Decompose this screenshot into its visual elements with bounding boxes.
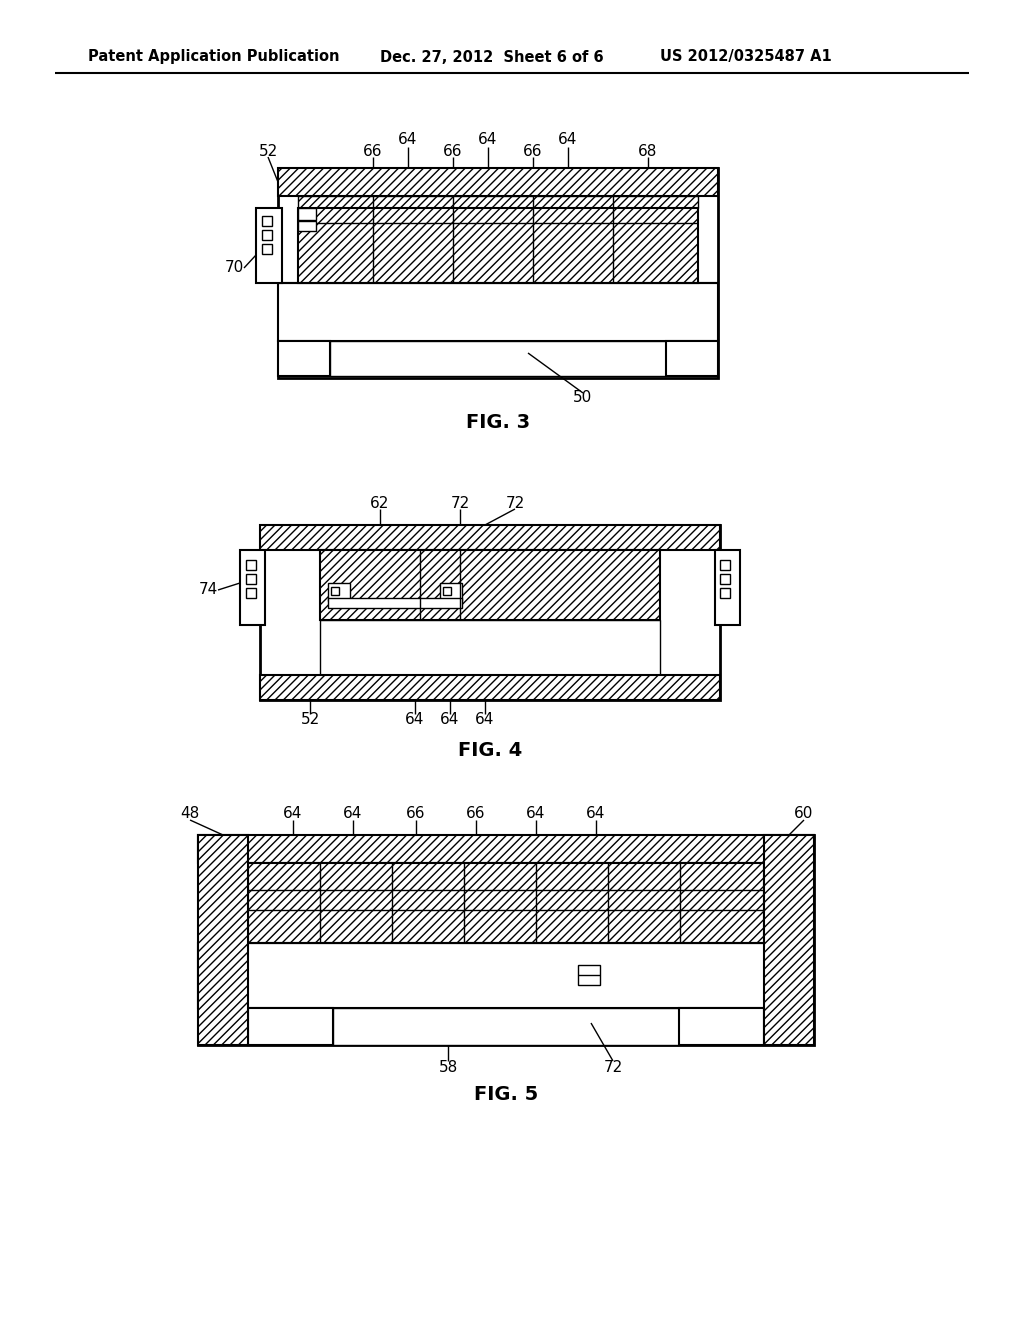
- Bar: [262, 230, 272, 240]
- Bar: [578, 965, 600, 985]
- Text: 64: 64: [343, 805, 362, 821]
- Text: 68: 68: [638, 144, 657, 160]
- Bar: [333, 1008, 679, 1045]
- Text: 72: 72: [603, 1060, 623, 1074]
- Text: 62: 62: [371, 495, 390, 511]
- Bar: [298, 209, 698, 282]
- Text: 70: 70: [224, 260, 244, 276]
- Text: 72: 72: [506, 495, 524, 511]
- Text: 64: 64: [406, 713, 425, 727]
- Text: 66: 66: [407, 805, 426, 821]
- Bar: [319, 550, 660, 620]
- Text: 66: 66: [466, 805, 485, 821]
- Bar: [260, 675, 720, 700]
- Text: 64: 64: [398, 132, 418, 148]
- Text: 60: 60: [795, 805, 814, 821]
- Text: 74: 74: [199, 582, 218, 598]
- Text: 52: 52: [258, 144, 278, 160]
- Bar: [256, 209, 282, 282]
- Bar: [298, 220, 316, 231]
- Bar: [198, 836, 814, 863]
- Bar: [260, 525, 720, 700]
- Bar: [262, 216, 272, 226]
- Bar: [278, 168, 718, 195]
- Text: FIG. 3: FIG. 3: [466, 413, 530, 433]
- Bar: [331, 587, 339, 595]
- Bar: [278, 282, 718, 341]
- Bar: [246, 587, 256, 598]
- Text: 64: 64: [284, 805, 303, 821]
- Text: 58: 58: [438, 1060, 458, 1074]
- Text: 66: 66: [523, 144, 543, 160]
- Bar: [720, 574, 730, 583]
- Bar: [198, 942, 814, 1008]
- Bar: [248, 863, 764, 942]
- Text: 64: 64: [587, 805, 605, 821]
- Text: FIG. 4: FIG. 4: [458, 741, 522, 759]
- Bar: [262, 244, 272, 253]
- Bar: [198, 836, 814, 1045]
- Bar: [198, 836, 248, 1045]
- Bar: [328, 598, 462, 609]
- Text: US 2012/0325487 A1: US 2012/0325487 A1: [660, 49, 831, 65]
- Bar: [298, 209, 316, 220]
- Bar: [240, 550, 265, 624]
- Text: 50: 50: [573, 391, 593, 405]
- Bar: [298, 195, 698, 209]
- Text: 64: 64: [475, 713, 495, 727]
- Bar: [248, 1008, 333, 1045]
- Text: 64: 64: [558, 132, 578, 148]
- Text: FIG. 5: FIG. 5: [474, 1085, 539, 1105]
- Bar: [330, 341, 666, 376]
- Bar: [720, 587, 730, 598]
- Text: 64: 64: [478, 132, 498, 148]
- Bar: [679, 1008, 764, 1045]
- Bar: [278, 341, 330, 376]
- Bar: [246, 560, 256, 570]
- Bar: [764, 836, 814, 1045]
- Bar: [278, 168, 718, 378]
- Bar: [260, 525, 720, 550]
- Bar: [319, 620, 660, 675]
- Bar: [666, 341, 718, 376]
- Bar: [443, 587, 451, 595]
- Text: 72: 72: [451, 495, 470, 511]
- Bar: [246, 574, 256, 583]
- Text: 52: 52: [300, 713, 319, 727]
- Text: Dec. 27, 2012  Sheet 6 of 6: Dec. 27, 2012 Sheet 6 of 6: [380, 49, 603, 65]
- Bar: [715, 550, 740, 624]
- Bar: [328, 583, 350, 601]
- Text: 66: 66: [443, 144, 463, 160]
- Text: Patent Application Publication: Patent Application Publication: [88, 49, 340, 65]
- Bar: [720, 560, 730, 570]
- Text: 48: 48: [180, 805, 200, 821]
- Text: 66: 66: [364, 144, 383, 160]
- Bar: [440, 583, 462, 601]
- Text: 64: 64: [440, 713, 460, 727]
- Text: 64: 64: [526, 805, 546, 821]
